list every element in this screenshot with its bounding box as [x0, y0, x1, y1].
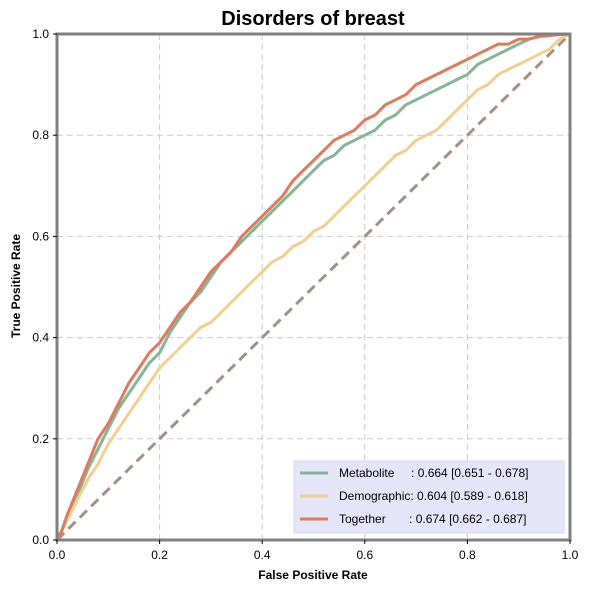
y-axis-ticks: 0.0 0.2 0.4 0.6 0.8 1.0: [32, 27, 57, 547]
x-axis-ticks: 0.0 0.2 0.4 0.6 0.8 1.0: [49, 540, 579, 562]
y-tick-label: 1.0: [32, 27, 49, 41]
chart-title: Disorders of breast: [221, 8, 405, 30]
legend-entry: Metabolite : 0.664 [0.651 - 0.678]: [339, 466, 528, 480]
series-line-demographic: [55, 32, 572, 542]
x-tick-label: 0.0: [49, 548, 66, 562]
x-tick-label: 0.6: [356, 548, 373, 562]
x-axis-label: False Positive Rate: [258, 568, 368, 582]
y-tick-label: 0.6: [32, 229, 49, 243]
x-tick-label: 0.8: [459, 548, 476, 562]
x-tick-label: 0.2: [151, 548, 168, 562]
chance-diagonal-line: [55, 32, 572, 542]
plot-frame: [55, 32, 572, 542]
series-lines: [55, 32, 572, 542]
legend: Metabolite : 0.664 [0.651 - 0.678] Demogr…: [293, 460, 565, 534]
x-tick-label: 0.4: [254, 548, 271, 562]
y-tick-label: 0.4: [32, 331, 49, 345]
y-tick-label: 0.8: [32, 128, 49, 142]
reference-line: [55, 32, 572, 542]
legend-box: [293, 460, 565, 534]
x-tick-label: 1.0: [562, 548, 579, 562]
y-tick-label: 0.0: [32, 533, 49, 547]
y-axis-label: True Positive Rate: [9, 234, 23, 338]
legend-entry: Demographic: 0.604 [0.589 - 0.618]: [339, 489, 528, 503]
y-tick-label: 0.2: [32, 432, 49, 446]
series-line-together: [55, 32, 572, 542]
series-line-metabolite: [55, 32, 572, 542]
legend-entry: Together : 0.674 [0.662 - 0.687]: [339, 512, 526, 526]
